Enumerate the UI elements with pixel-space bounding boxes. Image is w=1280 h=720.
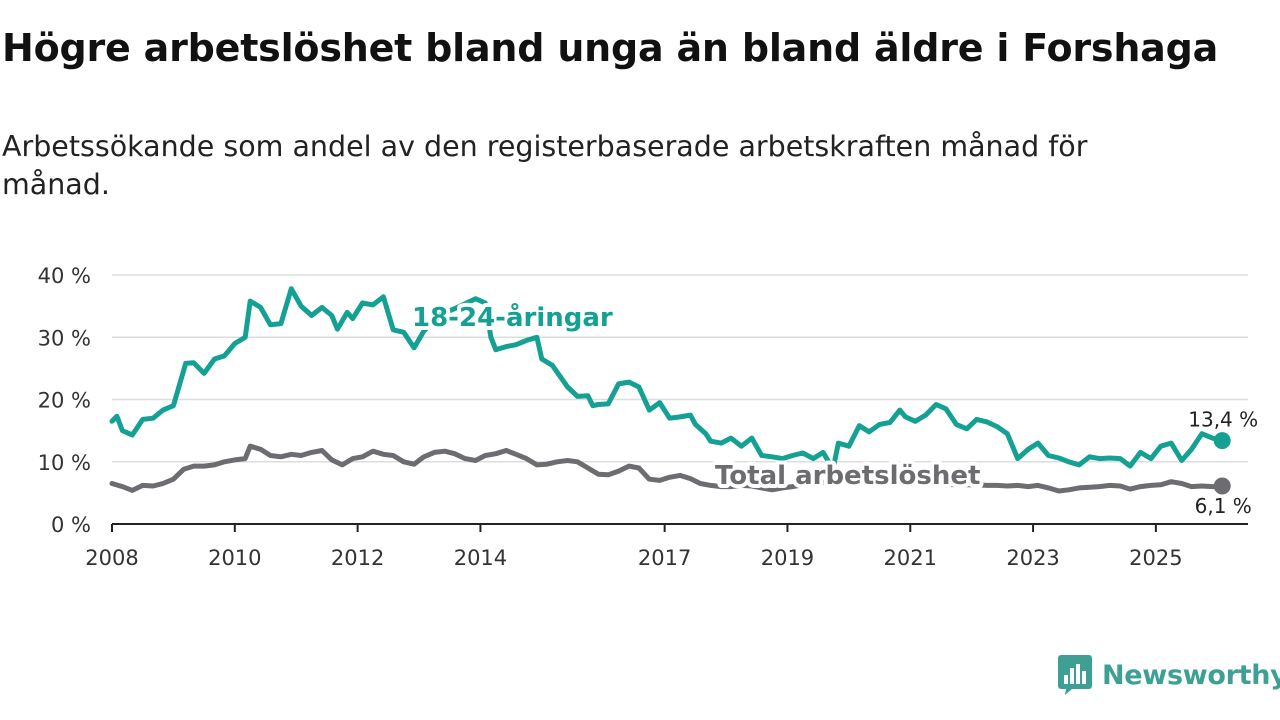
brand-logo: Newsworthy: [1058, 655, 1280, 695]
chart-subtitle: Arbetssökande som andel av den registerb…: [2, 130, 1088, 201]
x-tick-label: 2019: [761, 546, 814, 570]
series-label-youth: 18-24-åringar: [412, 301, 613, 333]
end-label-total: 6,1 %: [1195, 494, 1252, 518]
end-marker-youth: [1213, 432, 1231, 450]
x-tick-label: 2021: [884, 546, 937, 570]
x-tick-label: 2023: [1006, 546, 1059, 570]
x-tick-label: 2008: [85, 546, 138, 570]
brand-name: Newsworthy: [1102, 659, 1280, 691]
x-tick-label: 2025: [1129, 546, 1182, 570]
end-marker-total: [1213, 477, 1231, 495]
end-label-youth: 13,4 %: [1188, 408, 1258, 432]
y-tick-label: 10 %: [38, 451, 91, 475]
x-tick-label: 2014: [454, 546, 507, 570]
x-tick-label: 2012: [331, 546, 384, 570]
series-line-total: [109, 443, 1225, 494]
y-tick-label: 20 %: [38, 389, 91, 413]
x-tick-label: 2017: [638, 546, 691, 570]
y-tick-label: 0 %: [51, 513, 91, 537]
series-line-youth: [109, 286, 1225, 470]
y-tick-label: 40 %: [38, 264, 91, 288]
newsworthy-logo-icon: [1058, 655, 1092, 695]
x-tick-label: 2010: [208, 546, 261, 570]
series-label-total: Total arbetslöshet: [715, 461, 980, 491]
chart-title: Högre arbetslöshet bland unga än bland ä…: [2, 26, 1219, 70]
y-tick-label: 30 %: [38, 326, 91, 350]
